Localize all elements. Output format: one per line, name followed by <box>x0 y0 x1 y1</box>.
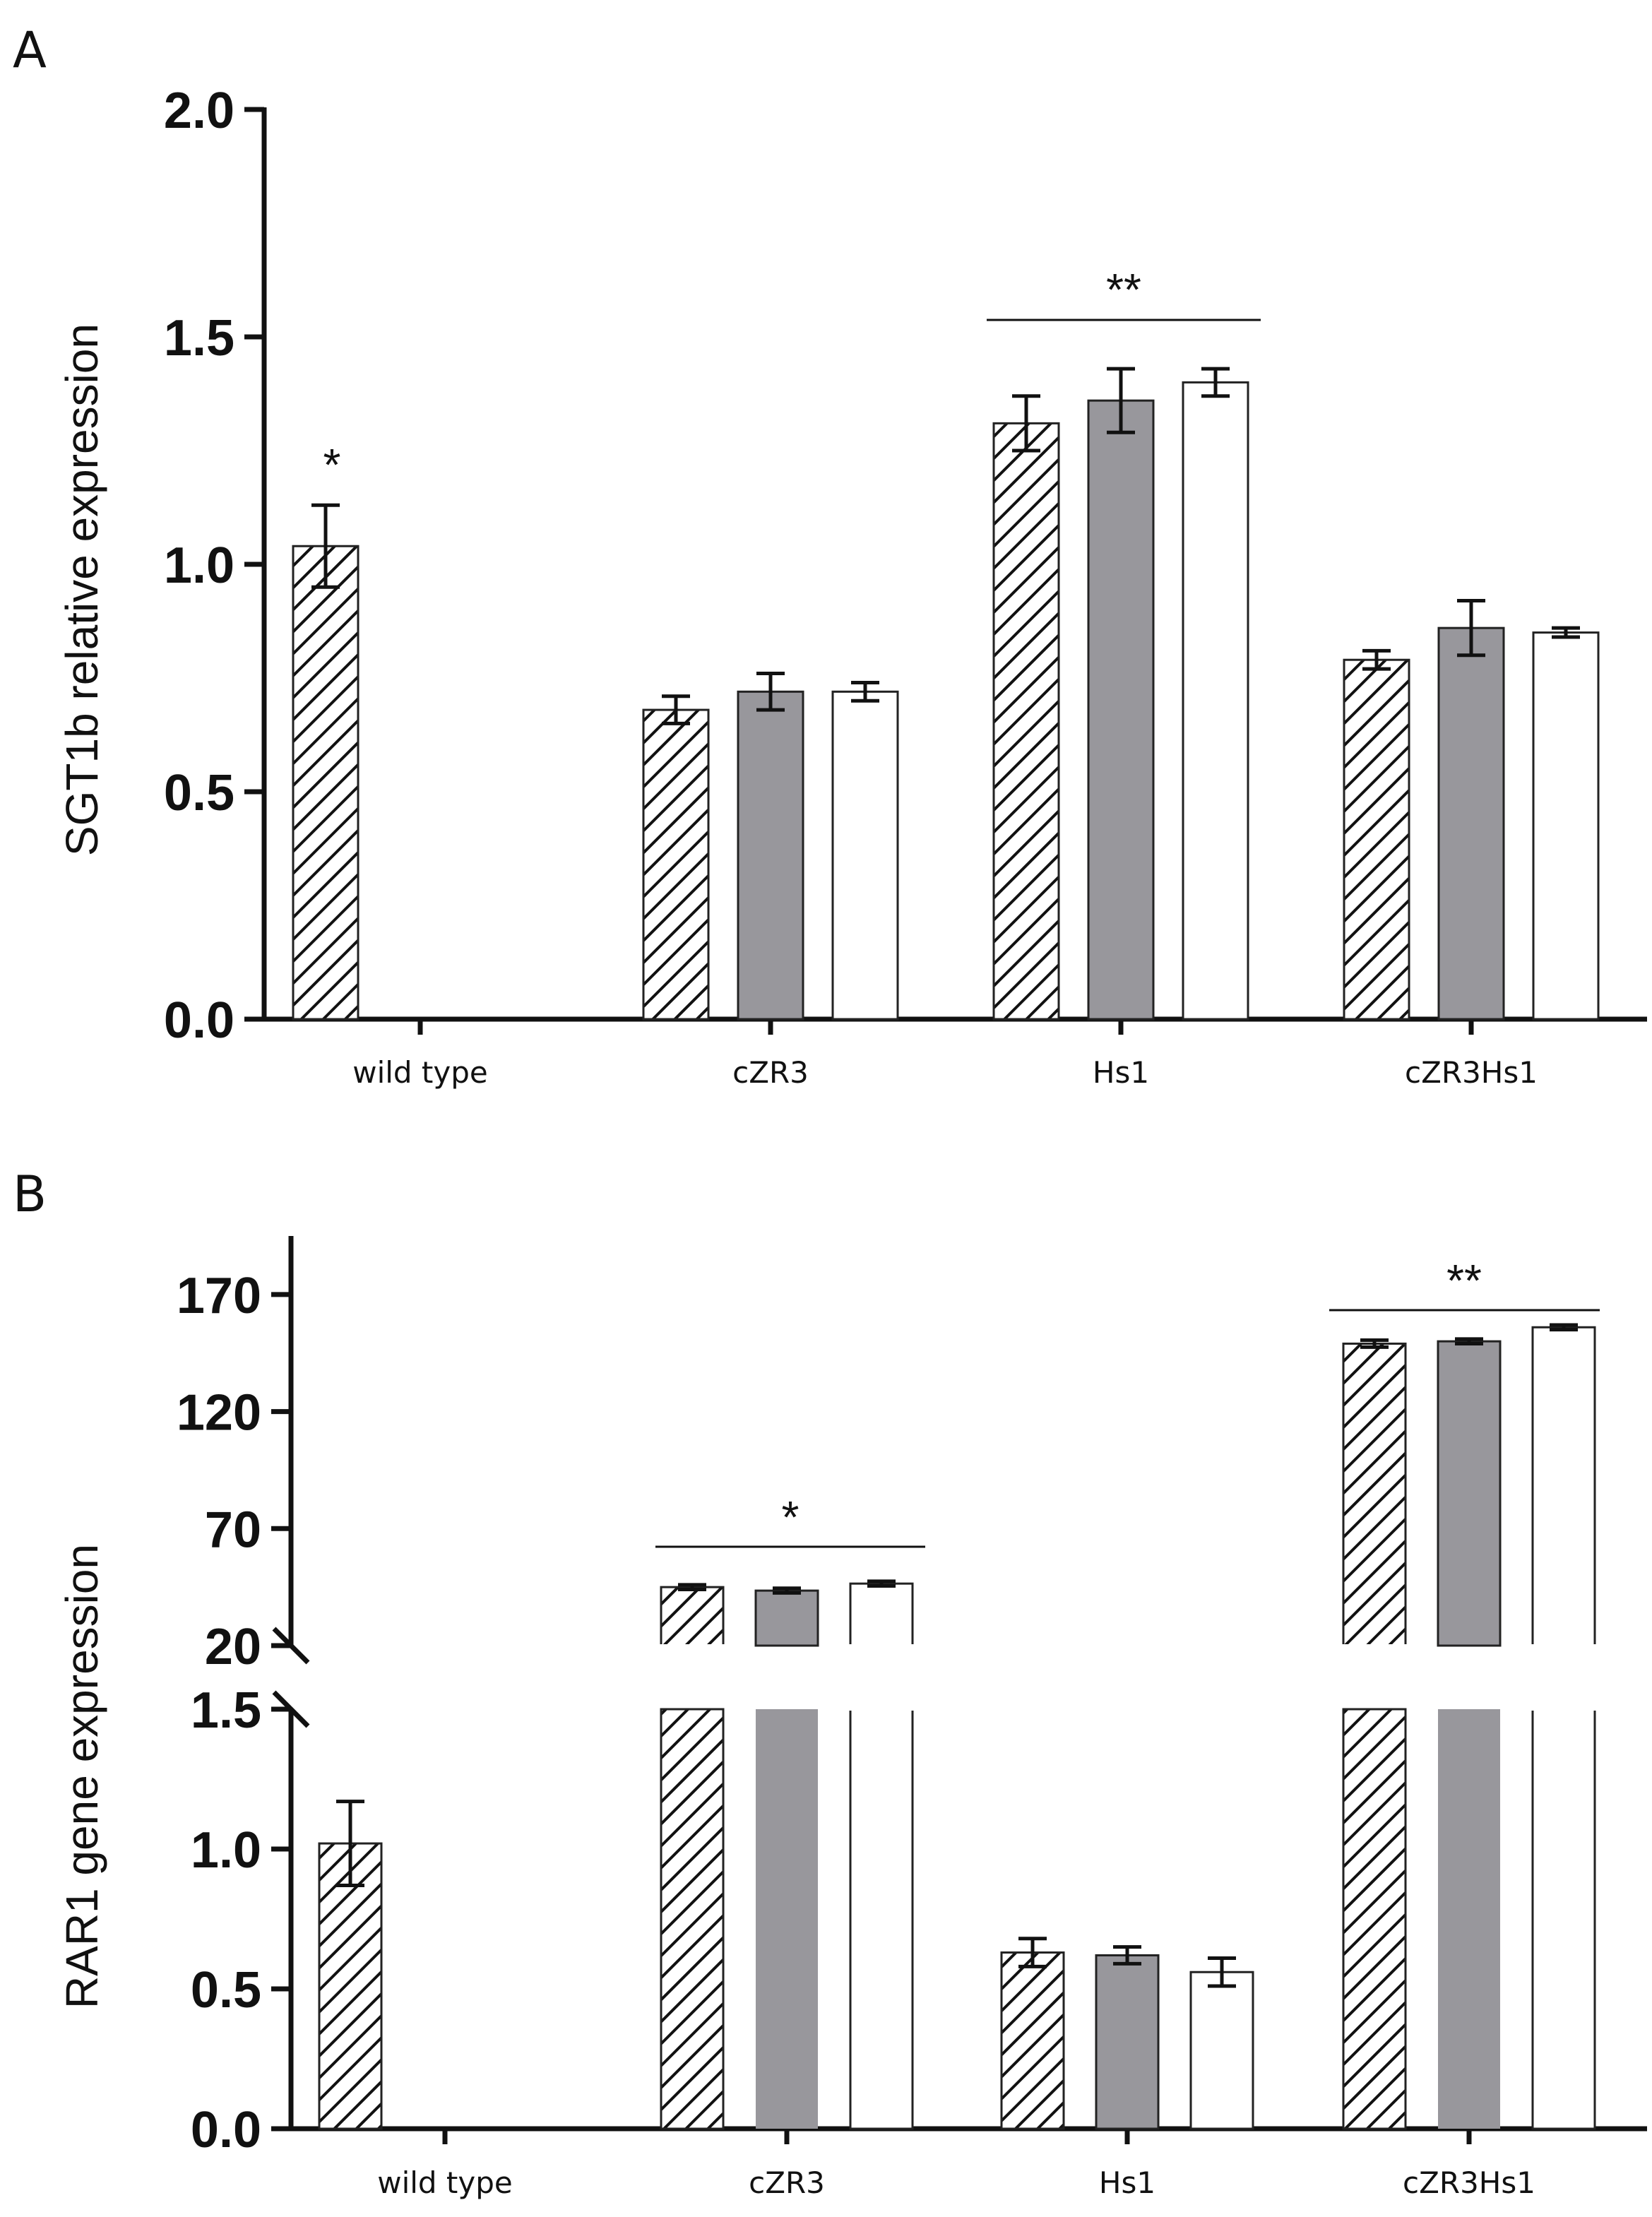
panel-b-bar-lower <box>756 1709 818 2129</box>
panel-b-bar-lower <box>1531 1708 1596 2130</box>
panel-b-bar-upper <box>1437 1340 1502 1647</box>
panel-a-bar <box>1182 381 1249 1021</box>
panel-a-significance-hs1: ** <box>1106 264 1141 315</box>
panel-b-bar <box>1095 1954 1160 2130</box>
panel-a-y-tick-label: 1.0 <box>164 537 234 594</box>
panel-b-x-tick-label: wild type <box>377 2165 513 2200</box>
panel-b-significance-czr3: * <box>782 1492 800 1543</box>
panel-b-bar <box>1189 1971 1254 2130</box>
panel-b-bar-upper <box>1531 1326 1596 1647</box>
panel-a-significance-wild-type: * <box>323 439 341 490</box>
panel-a-x-tick-label: Hs1 <box>1093 1055 1149 1090</box>
panel-a-bar <box>1343 658 1410 1021</box>
panel-b-y-tick-label: 1.0 <box>191 1822 261 1879</box>
panel-b-bar-upper <box>1342 1342 1407 1647</box>
panel-b-y-tick-label: 70 <box>205 1502 261 1558</box>
panel-b-y-tick-label: 170 <box>177 1268 261 1324</box>
panel-a-y-tick-label: 0.0 <box>164 992 234 1049</box>
panel-b-y-tick-label: 0.5 <box>191 1962 261 2019</box>
panel-b-y-tick-label: 20 <box>205 1619 261 1675</box>
panel-b-bar-lower <box>849 1708 914 2130</box>
panel-b-bar-lower <box>1438 1709 1500 2129</box>
panel-b-bar-break-gap <box>1342 1644 1407 1647</box>
panel-a-bar <box>1532 631 1600 1021</box>
panel-a-x-tick-label: cZR3 <box>732 1055 809 1090</box>
panel-b-bar-lower <box>660 1708 725 2130</box>
panel-a-bar <box>992 422 1060 1021</box>
panel-a-x-tick-label: wild type <box>352 1055 488 1090</box>
panel-b-bar-break-gap <box>1531 1708 1596 1711</box>
panel-a-y-tick-label: 0.5 <box>164 765 234 821</box>
panel-b-bar-upper <box>754 1589 819 1647</box>
panel-b-bar-upper <box>849 1582 914 1647</box>
panel-a-bar <box>1437 626 1505 1021</box>
panel-b-y-tick-label: 1.5 <box>191 1682 261 1739</box>
panel-a-bar <box>831 690 899 1021</box>
panel-b-x-tick-label: cZR3 <box>749 2165 825 2200</box>
panel-a-bar <box>1087 399 1155 1021</box>
panel-a-bar <box>737 690 804 1021</box>
panel-a-letter: A <box>13 21 47 79</box>
panel-a-y-tick-label: 2.0 <box>164 83 234 139</box>
panel-a-bar <box>642 708 710 1021</box>
panel-b-bar-break-gap <box>1531 1644 1596 1647</box>
panel-b-y-axis-label: RAR1 gene expression <box>57 1544 107 2009</box>
panel-a-x-tick-label: cZR3Hs1 <box>1405 1055 1538 1090</box>
panel-b-bar <box>1000 1951 1065 2130</box>
panel-b-bar-break-gap <box>660 1644 725 1647</box>
panel-a-y-axis-label: SGT1b relative expression <box>57 323 107 856</box>
panel-b-bar-break-gap <box>849 1708 914 1711</box>
panel-b-y-tick-label: 0.0 <box>191 2102 261 2158</box>
panel-b-x-tick-label: cZR3Hs1 <box>1403 2165 1535 2200</box>
panel-b-letter: B <box>13 1165 47 1223</box>
panel-b-bar <box>318 1842 383 2130</box>
panel-b-bar-break-gap <box>849 1644 914 1647</box>
panel-b-bar-upper <box>660 1586 725 1647</box>
panel-b-y-tick-label: 120 <box>177 1385 261 1442</box>
panel-b-bar-lower <box>1342 1708 1407 2130</box>
panel-a-y-tick-label: 1.5 <box>164 310 234 367</box>
panel-a-bar <box>292 545 359 1021</box>
panel-b-significance-czr3hs1: ** <box>1446 1255 1482 1306</box>
panel-b-x-tick-label: Hs1 <box>1099 2165 1155 2200</box>
